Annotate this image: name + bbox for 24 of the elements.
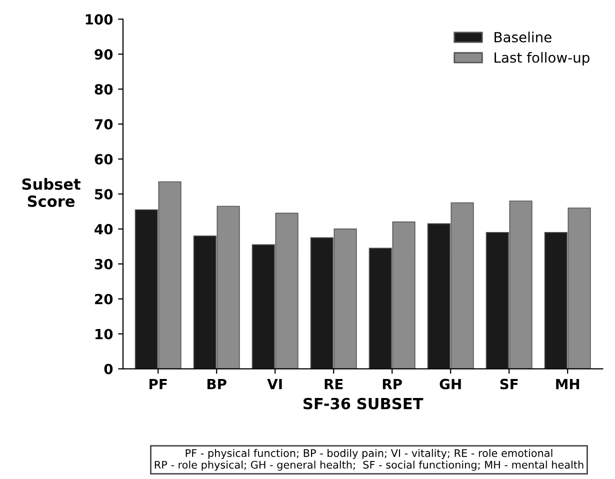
y-tick-label: 40: [94, 224, 113, 234]
y-tick-label: 90: [94, 49, 113, 60]
x-tick-label: MH: [556, 378, 580, 390]
x-tick-label: PF: [150, 378, 167, 390]
y-tick-label: 10: [96, 328, 113, 340]
legend-label: Last follow-up: [494, 52, 590, 66]
x-tick-label: VI: [267, 378, 282, 390]
y-axis-title: Subset Score: [22, 178, 80, 207]
y-tick-label: 50: [95, 188, 113, 200]
y-tick-label: 80: [94, 84, 113, 95]
legend-label: Baseline: [494, 32, 552, 42]
x-tick-label: RP: [382, 378, 402, 390]
y-tick-label: 100: [86, 14, 113, 25]
x-tick-label: GH: [440, 378, 461, 390]
y-tick-label: 30: [94, 258, 113, 270]
y-tick-label: 60: [94, 154, 113, 164]
x-tick-label: BP: [207, 378, 226, 390]
y-tick-label: 0: [104, 364, 113, 374]
text: PF - physical function; BP - bodily pain; VI - vitality; RE - role emotional RP - role physical; GH - general health; SF - social functioning; MH - mental health: [154, 448, 584, 471]
x-tick-label: SF: [500, 378, 518, 390]
x-axis-title: SF-36 SUBSET: [304, 398, 424, 410]
x-tick-label: RE: [324, 378, 343, 390]
y-tick-label: 20: [95, 294, 113, 304]
y-tick-label: 70: [94, 119, 113, 130]
